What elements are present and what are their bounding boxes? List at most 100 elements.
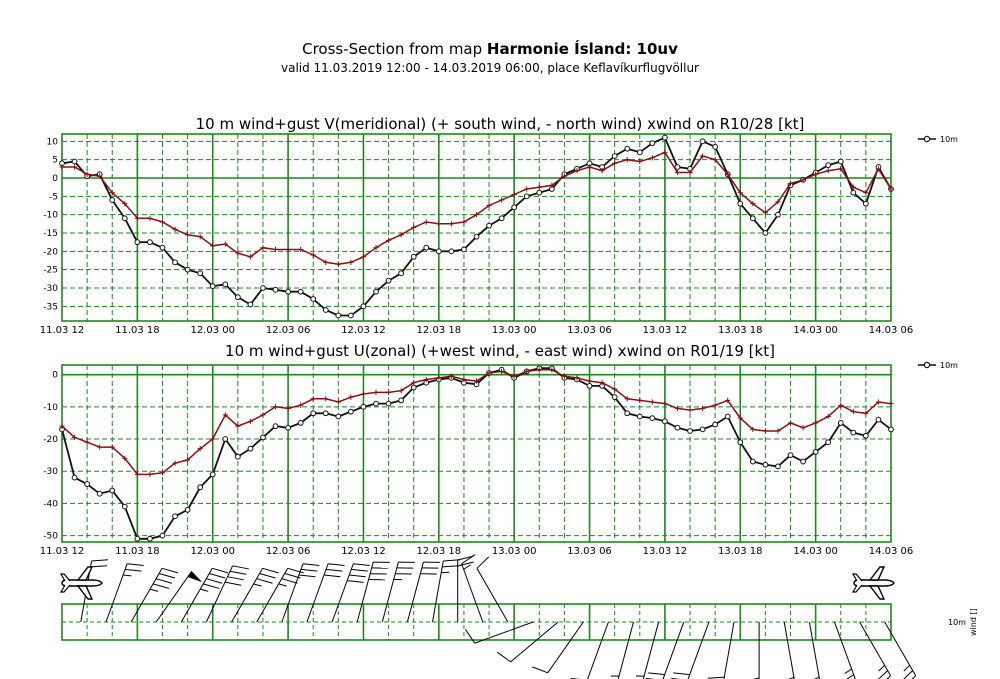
zonal-wind-point — [624, 410, 631, 417]
meridional-ytick-label: 0 — [52, 174, 58, 184]
zonal-gust-point — [599, 380, 605, 386]
zonal-wind-point — [84, 481, 91, 487]
wind-barb — [281, 563, 320, 623]
zonal-ytick-label: -20 — [43, 435, 58, 445]
zonal-xtick-label: 13.03 00 — [492, 546, 537, 557]
zonal-xtick-label: 13.03 18 — [718, 546, 763, 557]
meridional-wind-point — [611, 153, 618, 159]
zonal-gust-point — [549, 367, 555, 373]
zonal-gust-point — [247, 418, 254, 424]
zonal-gust-point — [699, 405, 706, 412]
meridional-wind-point — [222, 281, 229, 288]
meridional-wind-point — [410, 253, 417, 260]
meridional-ytick-label: 10 — [47, 137, 59, 147]
wind-barb — [130, 567, 179, 623]
meridional-wind-point — [272, 286, 279, 293]
zonal-wind-point — [385, 400, 392, 407]
meridional-wind-point — [335, 312, 342, 319]
meridional-xtick-label: 12.03 06 — [266, 325, 311, 336]
wind-barb — [406, 561, 440, 623]
zonal-gust-point — [235, 423, 241, 429]
meridional-xtick-label: 13.03 18 — [718, 325, 763, 336]
zonal-wind-point — [197, 484, 204, 491]
zonal-wind-point — [247, 445, 254, 452]
meridional-gust-point — [298, 246, 304, 253]
zonal-gust-point — [863, 410, 869, 416]
meridional-gust-point — [84, 171, 90, 177]
zonal-gust-point — [813, 420, 819, 426]
meridional-gust-point — [398, 232, 404, 238]
zonal-gust-point — [637, 397, 643, 403]
zonal-wind-point — [812, 448, 819, 455]
meridional-gust-point — [825, 168, 831, 174]
meridional-wind-point — [172, 259, 178, 266]
meridional-ytick-label: -30 — [43, 284, 58, 294]
zonal-wind-point — [586, 383, 593, 389]
zonal-wind-point — [71, 474, 78, 481]
zonal-wind-point — [862, 432, 869, 439]
meridional-ytick-label: -20 — [43, 247, 58, 257]
zonal-gust-point — [360, 391, 367, 397]
meridional-gust-point — [712, 157, 718, 163]
zonal-gust-point — [561, 373, 568, 379]
zonal-wind-point — [360, 403, 367, 410]
airplane-icon-left — [59, 566, 103, 600]
zonal-gust-point — [725, 397, 731, 403]
wind-barb — [105, 563, 144, 623]
meridional-gust-point — [524, 186, 530, 192]
meridional-xtick-label: 12.03 18 — [417, 325, 462, 336]
wind-barb — [884, 621, 917, 679]
zonal-frame — [61, 364, 892, 543]
zonal-ytick-label: 0 — [52, 371, 58, 381]
meridional-wind-point — [435, 248, 442, 255]
zonal-gust-point — [436, 375, 442, 381]
meridional-gust-point — [97, 173, 103, 179]
zonal-gust-point — [197, 446, 203, 452]
zonal-wind-point — [636, 413, 643, 420]
wind-barb — [476, 556, 509, 623]
zonal-wind-point — [222, 436, 229, 442]
meridional-gust-point — [624, 157, 630, 163]
meridional-gust-point — [737, 190, 743, 196]
meridional-wind-point — [461, 246, 467, 253]
zonal-wind-point — [335, 413, 342, 420]
meridional-gust-point — [599, 168, 605, 174]
meridional-wind-point — [134, 239, 141, 246]
meridional-wind-point — [511, 204, 518, 211]
meridional-xtick-label: 11.03 12 — [40, 325, 85, 336]
wind-barb — [231, 567, 279, 623]
zonal-wind-point — [310, 410, 317, 417]
zonal-gust-point — [624, 396, 630, 402]
meridional-gust-point — [699, 153, 706, 159]
meridional-ytick-label: -25 — [43, 266, 58, 276]
wind-barb — [306, 563, 345, 623]
zonal-gust-point — [486, 370, 492, 376]
meridional-wind-point — [121, 215, 128, 222]
meridional-wind-line — [61, 136, 892, 317]
meridional-ticks: 10 5 0 -5 -10 -15 -20 -25 -30 -35 11.03 12 11.03 18… — [40, 137, 914, 336]
wind-barb — [180, 567, 229, 623]
zonal-gust-point — [687, 407, 693, 413]
zonal-gust-point — [59, 423, 65, 429]
zonal-wind-point — [410, 384, 417, 391]
meridional-gust-point — [499, 197, 505, 203]
zonal-wind-point — [134, 535, 141, 542]
meridional-gust-point — [436, 221, 442, 227]
zonal-wind-point — [285, 424, 291, 431]
meridional-gust-point — [59, 164, 65, 170]
zonal-xtick-label: 13.03 12 — [643, 546, 688, 557]
barb-grid — [61, 603, 892, 641]
zonal-wind-point — [875, 416, 882, 423]
zonal-wind-point — [398, 397, 405, 404]
zonal-wind-point — [724, 413, 731, 420]
zonal-wind-point — [662, 418, 668, 425]
meridional-wind-point — [385, 277, 392, 284]
zonal-ticks: 0 -10 -20 -30 -40 -50 11.03 12 11.03 18 12.03 00… — [40, 371, 914, 557]
zonal-wind-point — [800, 458, 806, 465]
zonal-wind-point — [837, 420, 844, 426]
meridional-ytick-label: -5 — [49, 192, 58, 202]
wind-barb — [461, 554, 484, 623]
zonal-ytick-label: -50 — [43, 532, 58, 542]
zonal-xtick-label: 12.03 12 — [341, 546, 386, 557]
meridional-wind-point — [423, 244, 430, 251]
